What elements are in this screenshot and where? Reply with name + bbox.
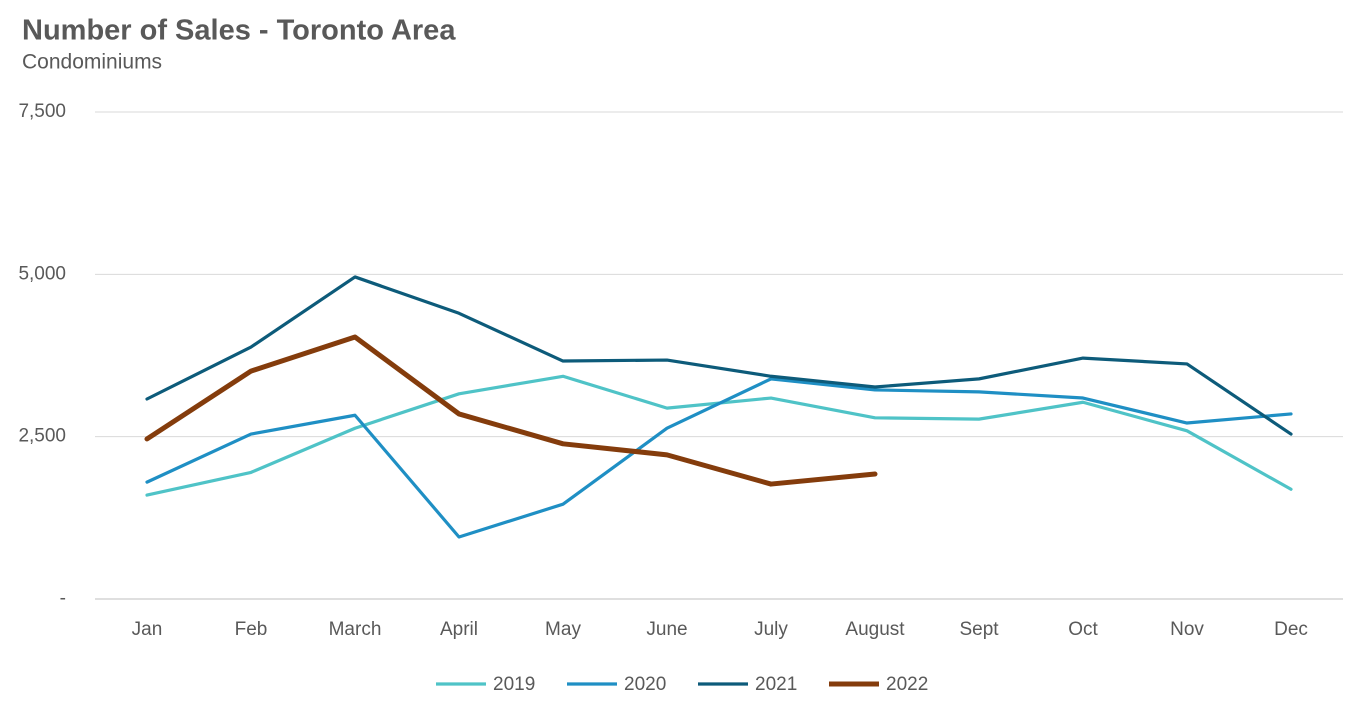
y-tick-label: 2,500	[18, 426, 66, 447]
x-tick-label: Dec	[1274, 619, 1308, 640]
series-line	[144, 334, 878, 487]
x-tick-label: Jan	[132, 619, 163, 640]
x-tick-label: March	[329, 619, 382, 640]
x-tick-label: August	[845, 619, 905, 640]
y-tick-label: 7,500	[18, 101, 66, 122]
legend-label: 2021	[755, 674, 797, 695]
x-tick-label: Sept	[959, 619, 999, 640]
legend-label: 2019	[493, 674, 535, 695]
chart-title: Number of Sales - Toronto Area	[22, 15, 456, 47]
y-tick-label: -	[60, 588, 66, 609]
series-line	[145, 374, 1293, 497]
x-tick-label: April	[440, 619, 478, 640]
x-tick-label: June	[646, 619, 687, 640]
y-tick-label: 5,000	[18, 263, 66, 284]
chart-subtitle: Condominiums	[22, 51, 162, 74]
x-tick-label: July	[754, 619, 788, 640]
x-tick-label: Oct	[1068, 619, 1098, 640]
series-line	[145, 275, 1293, 436]
legend-label: 2022	[886, 674, 928, 695]
series-line	[145, 377, 1293, 539]
x-tick-label: May	[545, 619, 581, 640]
x-tick-label: Feb	[235, 619, 268, 640]
legend-label: 2020	[624, 674, 666, 695]
x-tick-label: Nov	[1170, 619, 1204, 640]
